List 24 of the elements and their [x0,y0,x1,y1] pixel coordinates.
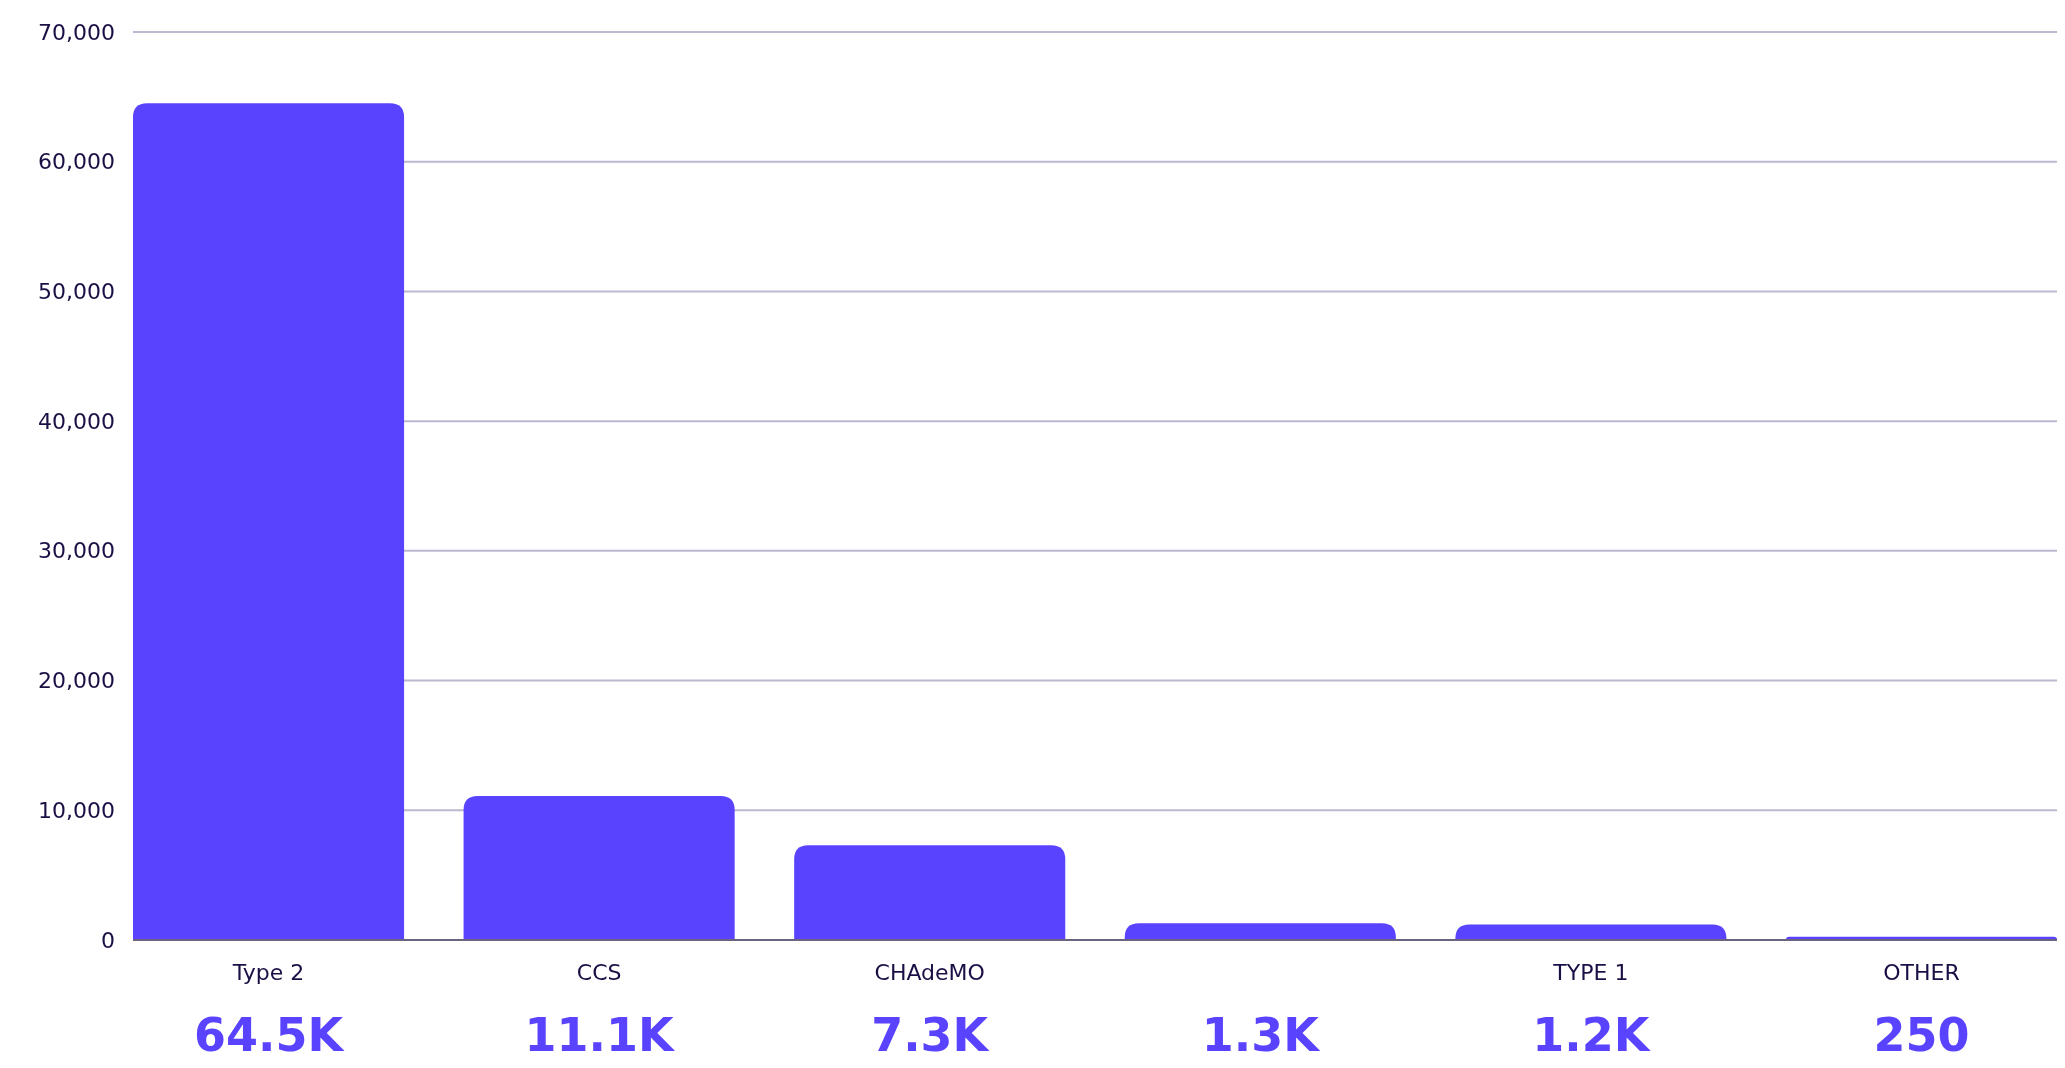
bar [463,796,735,940]
y-tick-label: 70,000 [38,19,115,45]
x-tick-label: CHAdeMO [874,959,985,985]
data-label: 64.5K [193,1008,346,1062]
x-tick-label: Type 2 [231,959,305,985]
data-label: 11.1K [524,1008,677,1062]
data-label: 1.3K [1201,1008,1322,1062]
bar [1455,924,1727,940]
data-label: 250 [1873,1008,1970,1062]
x-tick-label: OTHER [1883,959,1960,985]
y-tick-label: 10,000 [38,797,115,823]
x-tick-label: CCS [576,959,622,985]
y-tick-label: 30,000 [38,538,115,564]
y-tick-label: 20,000 [38,668,115,694]
y-tick-label: 0 [101,927,115,953]
x-tick-label: TYPE 1 [1552,959,1629,985]
data-label: 7.3K [871,1008,991,1062]
bar [1124,923,1396,940]
bar [794,845,1066,940]
data-label: 1.2K [1532,1008,1652,1062]
y-tick-label: 40,000 [38,408,115,434]
bar [133,103,405,940]
y-tick-label: 60,000 [38,149,115,175]
y-tick-label: 50,000 [38,278,115,304]
